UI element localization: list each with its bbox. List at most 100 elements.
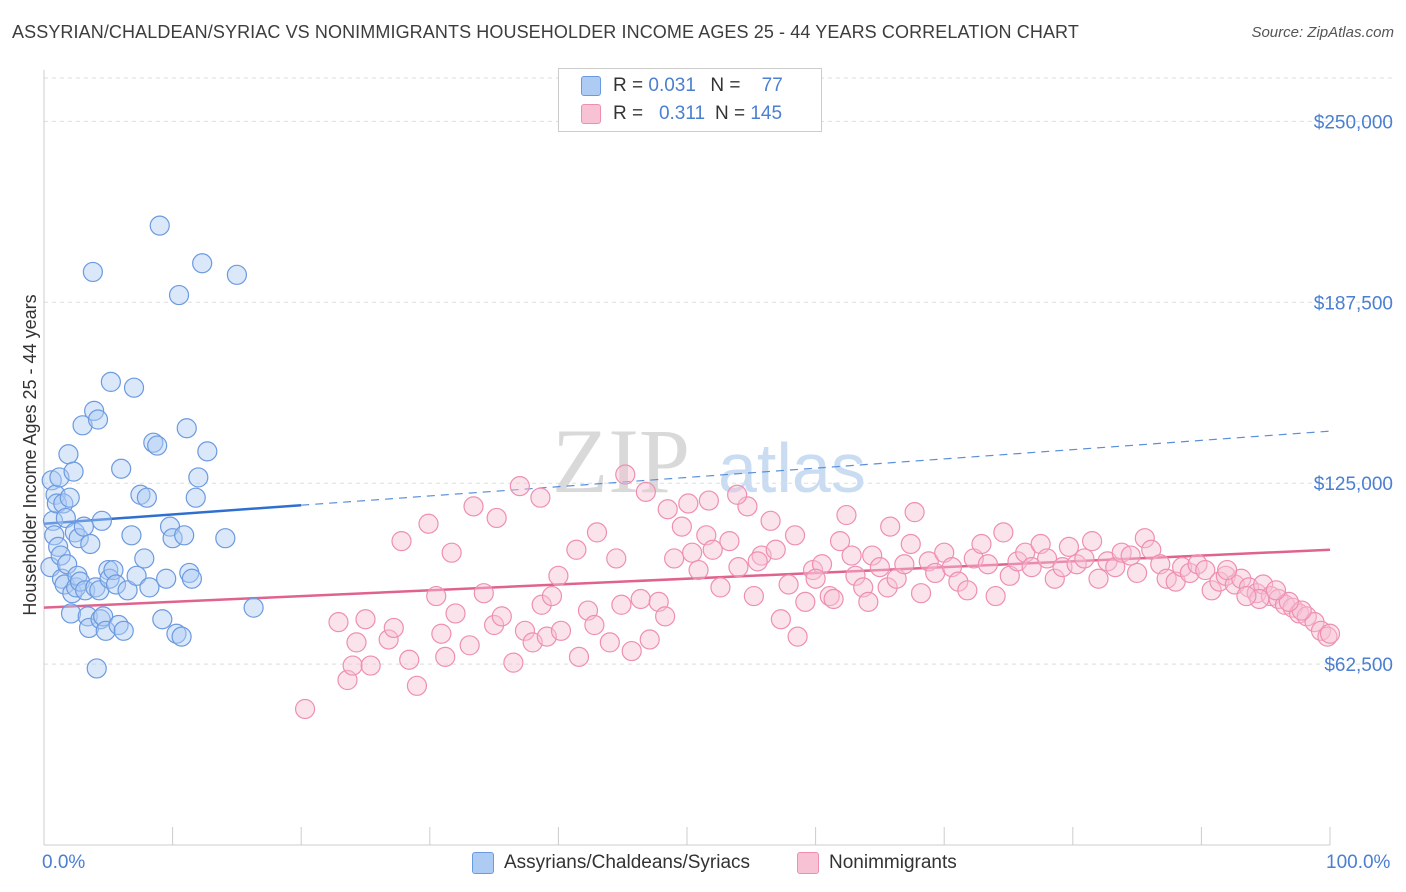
nonimmigrants-point bbox=[910, 583, 932, 604]
assyrians-point bbox=[126, 565, 147, 586]
nonimmigrants-point bbox=[606, 548, 627, 569]
nonimmigrants-point bbox=[355, 609, 376, 630]
nonimmigrants-point bbox=[635, 481, 656, 502]
nonimmigrants-point bbox=[784, 525, 806, 546]
assyrians-point bbox=[215, 528, 236, 549]
legend-r-label: R = bbox=[613, 103, 644, 124]
nonimmigrants-point bbox=[630, 588, 651, 610]
assyrians-point bbox=[90, 609, 111, 630]
nonimmigrants-point bbox=[743, 585, 764, 607]
chart-title: ASSYRIAN/CHALDEAN/SYRIAC VS NONIMMIGRANT… bbox=[12, 22, 1079, 42]
assyrians-point bbox=[162, 528, 183, 549]
nonimmigrants-point bbox=[491, 606, 512, 627]
assyrians-point bbox=[121, 525, 142, 546]
assyrians-point bbox=[86, 658, 107, 679]
nonimmigrants-point bbox=[904, 502, 925, 523]
legend-r-value: 0.311 bbox=[658, 103, 706, 124]
assyrians-point bbox=[72, 415, 93, 436]
nonimmigrants-point bbox=[1081, 530, 1103, 552]
nonimmigrants-point bbox=[1179, 562, 1200, 584]
nonimmigrants-point bbox=[747, 551, 768, 572]
assyrians-point bbox=[59, 487, 80, 508]
assyrians-point bbox=[111, 458, 132, 479]
assyrians-point bbox=[143, 432, 164, 453]
nonimmigrants-point bbox=[568, 646, 590, 667]
nonimmigrants-point bbox=[586, 522, 608, 543]
nonimmigrants-point bbox=[770, 609, 791, 630]
nonimmigrants-point bbox=[1209, 571, 1230, 592]
assyrians-point bbox=[136, 487, 157, 508]
nonimmigrants-point bbox=[710, 577, 731, 598]
nonimmigrants-point bbox=[530, 487, 551, 508]
nonimmigrants-point bbox=[360, 655, 381, 676]
assyrians-point bbox=[226, 264, 247, 285]
nonimmigrants-point bbox=[829, 530, 851, 552]
nonimmigrants-point bbox=[445, 603, 466, 624]
legend-r-label: R = bbox=[613, 75, 644, 96]
axes bbox=[43, 70, 1331, 846]
nonimmigrants-point bbox=[869, 557, 891, 578]
nonimmigrants-point bbox=[426, 585, 447, 607]
nonimmigrants-point bbox=[727, 484, 748, 505]
blue-swatch bbox=[581, 76, 601, 96]
nonimmigrants-point bbox=[985, 585, 1006, 607]
nonimmigrants-point bbox=[1141, 539, 1162, 560]
nonimmigrants-point bbox=[1126, 562, 1148, 584]
y-tick-label: $250,000 bbox=[1314, 112, 1393, 133]
nonimmigrants-point bbox=[819, 585, 840, 607]
nonimmigrants-point bbox=[836, 504, 857, 526]
nonimmigrants-point bbox=[342, 655, 363, 676]
nonimmigrants-point bbox=[399, 649, 420, 670]
nonimmigrants-point bbox=[1134, 528, 1155, 549]
nonimmigrants-point bbox=[1088, 568, 1109, 589]
y-tick-label: $125,000 bbox=[1314, 474, 1393, 495]
legend-n-value: 145 bbox=[750, 103, 783, 124]
assyrians-point bbox=[176, 418, 197, 439]
nonimmigrants-point bbox=[845, 565, 866, 586]
nonimmigrants-point bbox=[486, 507, 507, 529]
assyrians-point bbox=[57, 554, 78, 575]
nonimmigrants-point bbox=[1044, 568, 1065, 589]
assyrians-point bbox=[68, 528, 89, 549]
nonimmigrants-point bbox=[737, 496, 758, 517]
legend-r-value: 0.031 bbox=[648, 75, 696, 96]
assyrians-point bbox=[95, 620, 116, 641]
zipatlas-watermark: ZIP atlas bbox=[552, 410, 866, 512]
y-axis-label: Householder Income Ages 25 - 44 years bbox=[20, 294, 40, 615]
assyrians-point bbox=[60, 603, 82, 624]
nonimmigrants-point bbox=[531, 594, 552, 615]
nonimmigrants-point bbox=[599, 632, 620, 653]
assyrians-point bbox=[168, 284, 190, 306]
assyrians-point bbox=[134, 548, 155, 569]
nonimmigrants-point bbox=[823, 588, 844, 610]
nonimmigrants-point bbox=[1319, 623, 1341, 644]
assyrians-trend-solid bbox=[43, 503, 302, 525]
assyrians-point bbox=[87, 409, 109, 430]
blue-swatch bbox=[472, 852, 494, 874]
assyrians-point bbox=[147, 435, 168, 456]
nonimmigrants-point bbox=[657, 499, 678, 520]
nonimmigrants-point bbox=[418, 513, 439, 534]
assyrians-point bbox=[46, 493, 67, 514]
nonimmigrants-point bbox=[328, 612, 349, 633]
nonimmigrants-point bbox=[778, 574, 799, 595]
nonimmigrants-point bbox=[459, 635, 480, 656]
nonimmigrants-point bbox=[971, 533, 992, 555]
nonimmigrants-point bbox=[664, 548, 685, 569]
nonimmigrants-point bbox=[765, 539, 786, 560]
nonimmigrants-point bbox=[484, 614, 505, 636]
assyrians-point bbox=[113, 620, 134, 641]
nonimmigrants-point bbox=[655, 606, 676, 627]
nonimmigrants-point bbox=[514, 620, 536, 641]
nonimmigrants-point bbox=[894, 554, 915, 575]
nonimmigrants-point bbox=[678, 493, 699, 514]
assyrians-point bbox=[100, 371, 121, 393]
nonimmigrants-point bbox=[900, 533, 921, 555]
nonimmigrants-point bbox=[957, 580, 978, 601]
nonimmigrants-point bbox=[566, 539, 587, 560]
nonimmigrants-point bbox=[805, 568, 826, 589]
assyrians-point bbox=[91, 510, 112, 531]
nonimmigrants-point bbox=[621, 640, 642, 662]
nonimmigrants-point bbox=[1265, 580, 1287, 601]
nonimmigrants-point bbox=[383, 617, 404, 639]
